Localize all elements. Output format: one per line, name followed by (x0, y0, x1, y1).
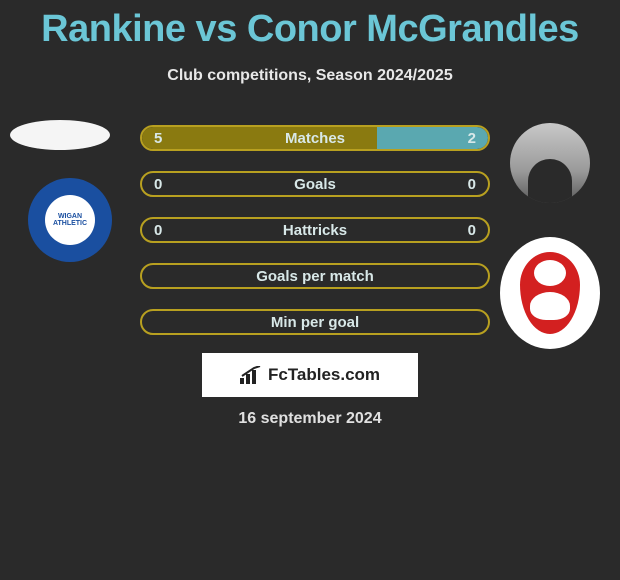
player-avatar-right (510, 123, 590, 203)
club-badge-left-text: WIGAN ATHLETIC (45, 195, 95, 245)
player-avatar-left (10, 120, 110, 150)
club-badge-left: WIGAN ATHLETIC (28, 178, 112, 262)
bar-value-left: 5 (154, 130, 162, 147)
bar-goals-per-match: Goals per match (140, 263, 490, 289)
comparison-bars: 5 Matches 2 0 Goals 0 0 Hattricks 0 Goal… (140, 125, 490, 355)
bar-matches: 5 Matches 2 (140, 125, 490, 151)
bar-hattricks: 0 Hattricks 0 (140, 217, 490, 243)
date-label: 16 september 2024 (0, 410, 620, 428)
bar-min-per-goal: Min per goal (140, 309, 490, 335)
bar-label: Goals (294, 176, 336, 193)
bar-value-left: 0 (154, 176, 162, 193)
page-title: Rankine vs Conor McGrandles (0, 0, 620, 51)
bar-goals: 0 Goals 0 (140, 171, 490, 197)
bar-value-right: 0 (468, 222, 476, 239)
club-badge-right-crest (520, 252, 580, 334)
chart-icon (240, 366, 262, 384)
bar-value-right: 2 (468, 130, 476, 147)
watermark: FcTables.com (202, 353, 418, 397)
page-subtitle: Club competitions, Season 2024/2025 (0, 67, 620, 85)
bar-value-right: 0 (468, 176, 476, 193)
watermark-text: FcTables.com (268, 365, 380, 385)
club-badge-right (500, 237, 600, 349)
bar-label: Min per goal (271, 314, 359, 331)
bar-value-left: 0 (154, 222, 162, 239)
bar-label: Matches (285, 130, 345, 147)
bar-label: Goals per match (256, 268, 374, 285)
bar-label: Hattricks (283, 222, 347, 239)
